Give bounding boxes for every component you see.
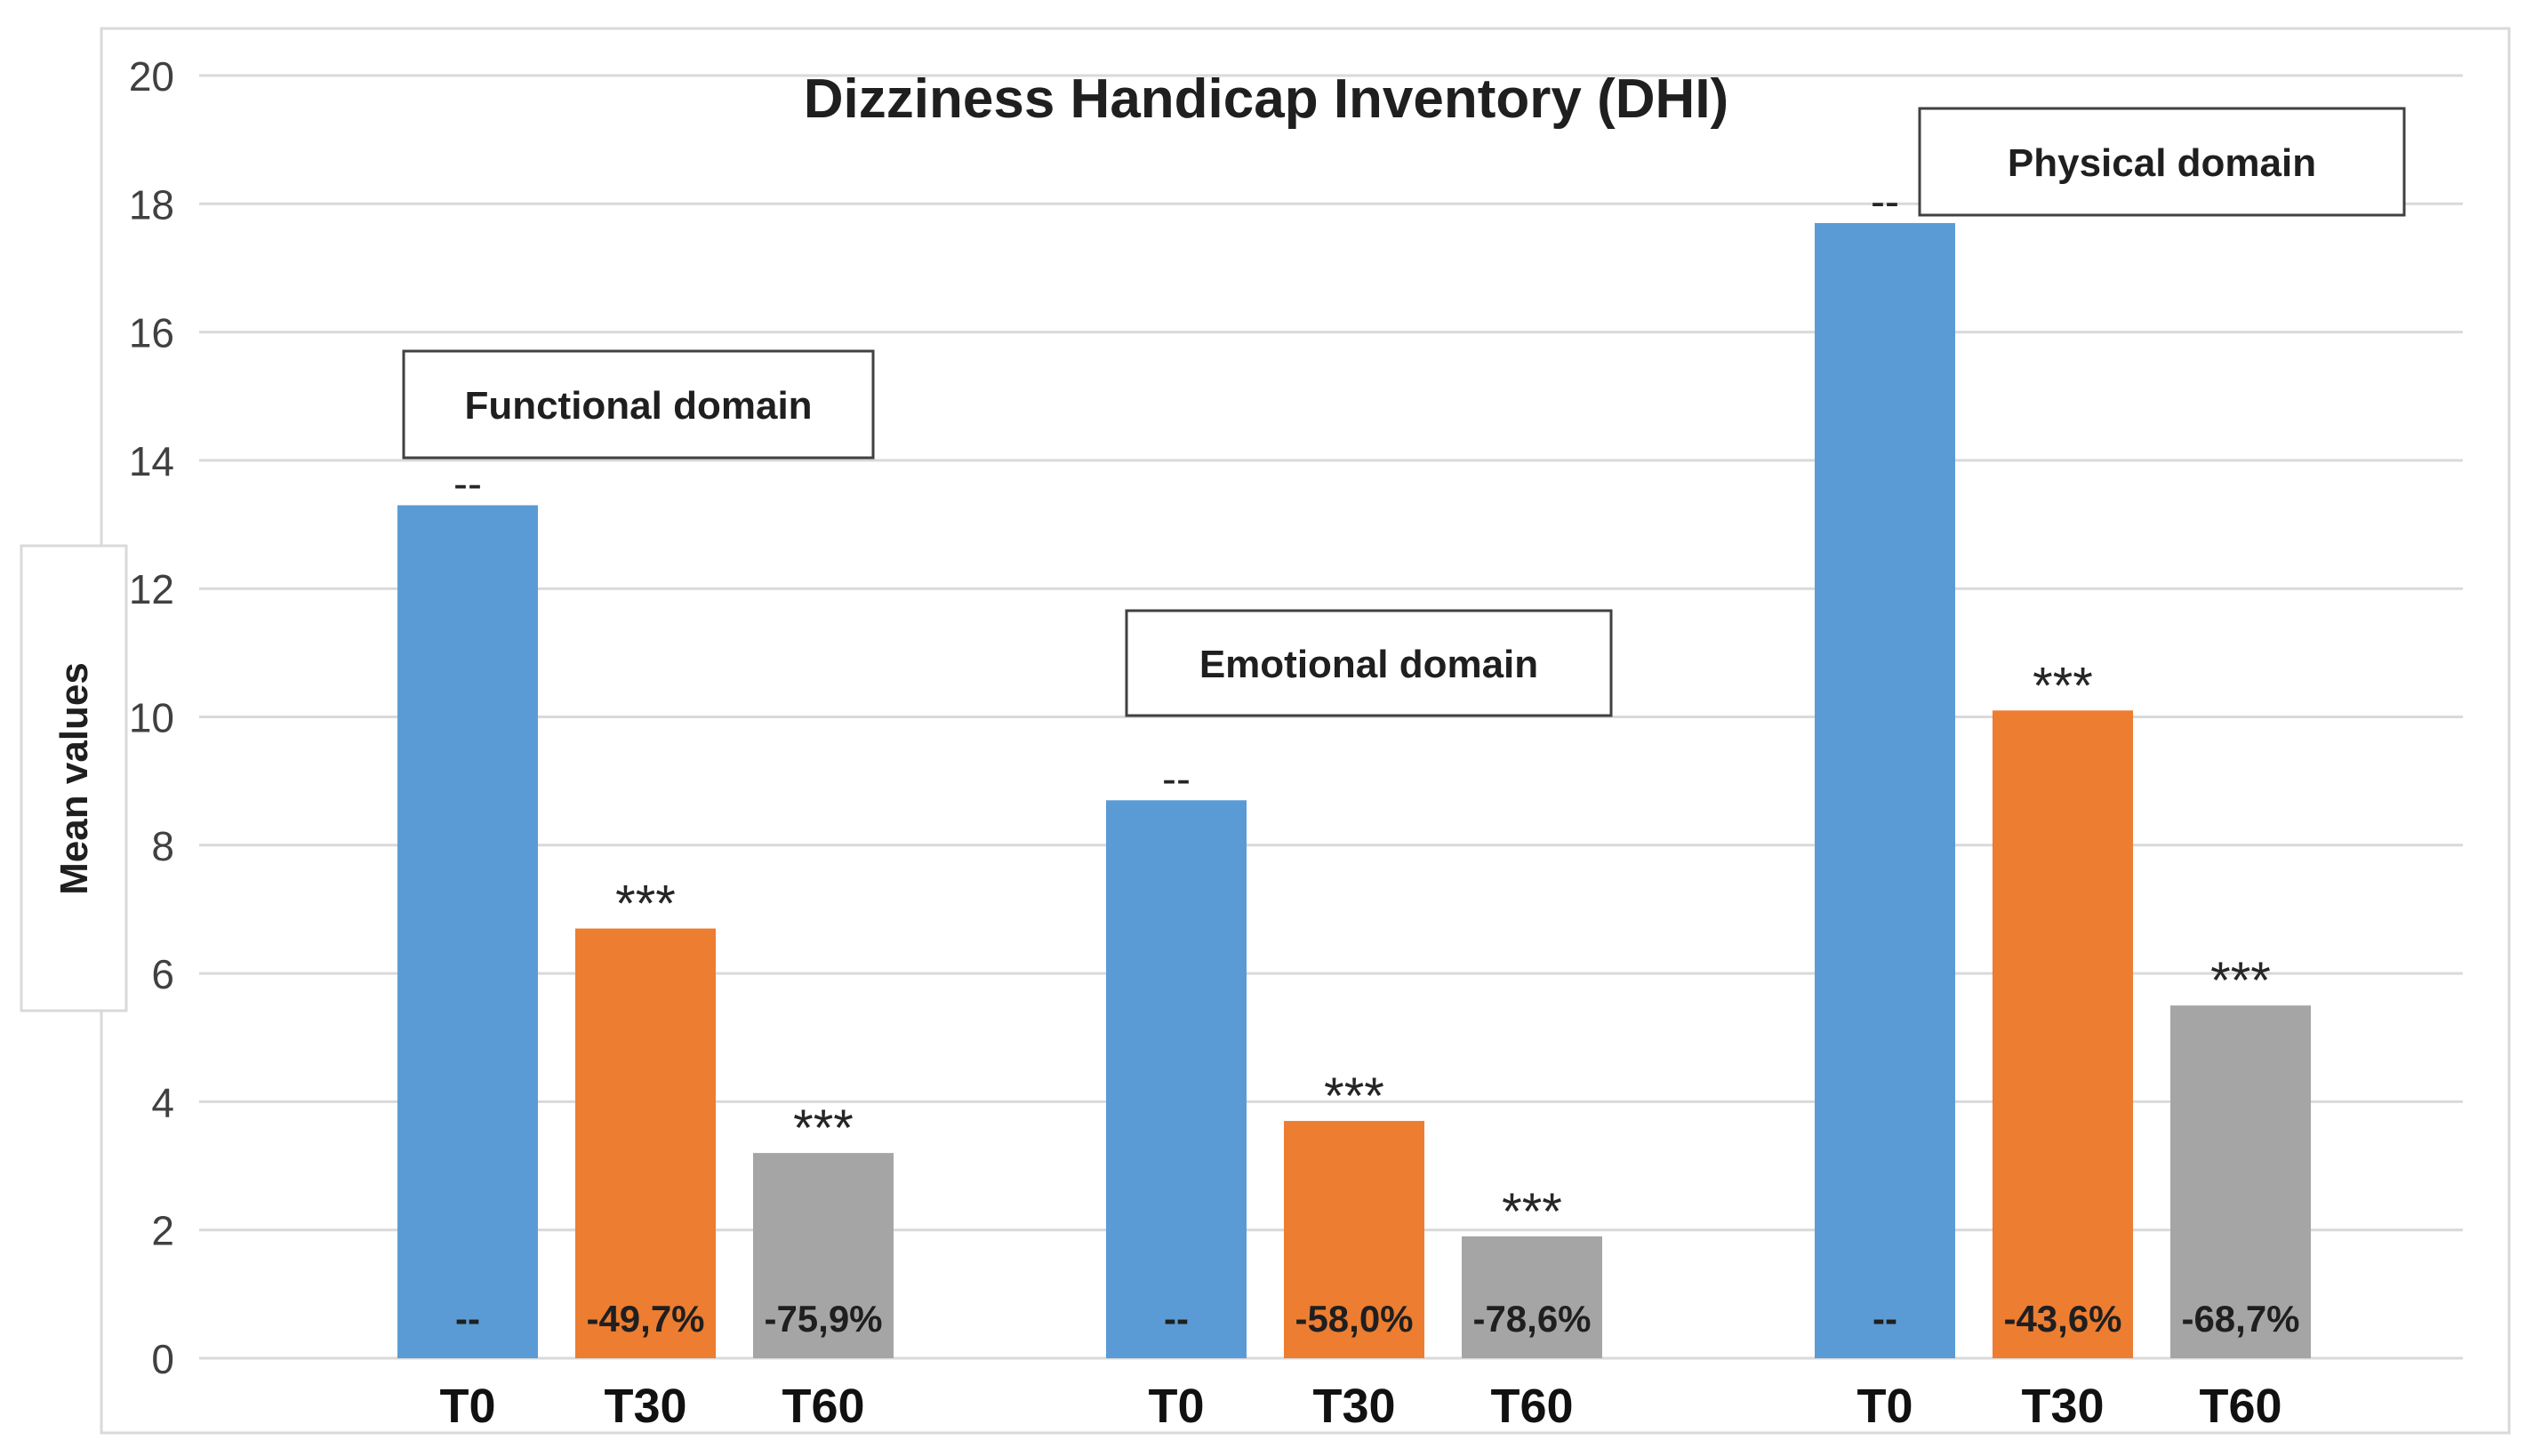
bar-t30 — [1993, 710, 2133, 1358]
domain-label-frame — [1918, 107, 2406, 217]
percent-change-label: -68,7% — [2181, 1298, 2299, 1340]
domain-label-box: Physical domain — [1918, 107, 2406, 217]
bar-t60 — [2170, 1005, 2311, 1358]
significance-label: *** — [615, 876, 676, 933]
bar-t0 — [397, 505, 538, 1358]
y-tick-label: 10 — [129, 695, 174, 741]
percent-change-label: -- — [455, 1298, 480, 1340]
domain-label-box: Functional domain — [402, 349, 875, 460]
domain-label-frame — [1125, 609, 1613, 717]
percent-change-label: -- — [1872, 1298, 1897, 1340]
percent-change-label: -78,6% — [1472, 1298, 1591, 1340]
y-tick-label: 12 — [129, 566, 174, 612]
domain-label: Functional domain — [464, 384, 812, 428]
x-tick-label: T60 — [1490, 1380, 1573, 1433]
domain-label-frame — [402, 349, 875, 460]
percent-change-label: -49,7% — [586, 1298, 704, 1340]
x-tick-label: T30 — [1312, 1380, 1395, 1433]
domain-label: Emotional domain — [1199, 643, 1538, 686]
y-tick-label: 8 — [151, 823, 174, 869]
y-axis-ticks: 0 2 4 6 8 10 12 14 16 18 20 — [129, 53, 174, 1382]
percent-change-label: -- — [1164, 1298, 1189, 1340]
significance-label: *** — [2033, 657, 2093, 715]
chart-title: Dizziness Handicap Inventory (DHI) — [804, 68, 1728, 130]
x-tick-label: T60 — [782, 1380, 864, 1433]
x-tick-label: T0 — [1856, 1380, 1913, 1433]
bar-t60 — [1462, 1236, 1602, 1358]
significance-label: -- — [1871, 179, 1899, 226]
x-tick-label: T0 — [1148, 1380, 1204, 1433]
x-tick-label: T30 — [2021, 1380, 2104, 1433]
domain-label-box: Emotional domain — [1125, 609, 1613, 717]
bar-labels: -- -- *** -49,7% *** -75,9% -- -- *** -58,0% *** -7… — [453, 179, 2300, 1340]
x-tick-label: T0 — [439, 1380, 495, 1433]
bar-t0 — [1106, 800, 1247, 1358]
bars — [397, 222, 2311, 1358]
significance-label: *** — [1324, 1068, 1384, 1125]
y-tick-label: 0 — [151, 1336, 174, 1382]
significance-label: *** — [793, 1100, 854, 1157]
x-tick-label: T30 — [604, 1380, 686, 1433]
percent-change-label: -75,9% — [764, 1298, 882, 1340]
y-axis-title: Mean values — [52, 662, 96, 895]
y-tick-label: 14 — [129, 438, 174, 484]
significance-label: *** — [2210, 952, 2271, 1010]
y-axis-title-box: Mean values — [20, 544, 128, 1012]
significance-label: -- — [1162, 756, 1191, 803]
y-tick-label: 20 — [129, 53, 174, 100]
percent-change-label: -58,0% — [1295, 1298, 1413, 1340]
bar-t60 — [753, 1153, 894, 1358]
bar-t30 — [1284, 1121, 1424, 1358]
domain-label: Physical domain — [2008, 141, 2316, 185]
bar-t0 — [1815, 222, 1955, 1358]
y-tick-label: 4 — [151, 1079, 174, 1125]
significance-label: *** — [1502, 1183, 1562, 1241]
y-tick-label: 6 — [151, 951, 174, 997]
y-tick-label: 18 — [129, 181, 174, 228]
y-tick-label: 16 — [129, 310, 174, 356]
x-tick-label: T60 — [2199, 1380, 2281, 1433]
bar-t30 — [575, 928, 716, 1358]
significance-label: -- — [453, 460, 482, 508]
percent-change-label: -43,6% — [2003, 1298, 2121, 1340]
domain-labels: Functional domain Emotional domain Physica… — [402, 107, 2406, 717]
x-axis-ticks: T0 T30 T60 T0 T30 T60 T0 T30 T60 — [439, 1380, 2281, 1433]
y-tick-label: 2 — [151, 1208, 174, 1254]
